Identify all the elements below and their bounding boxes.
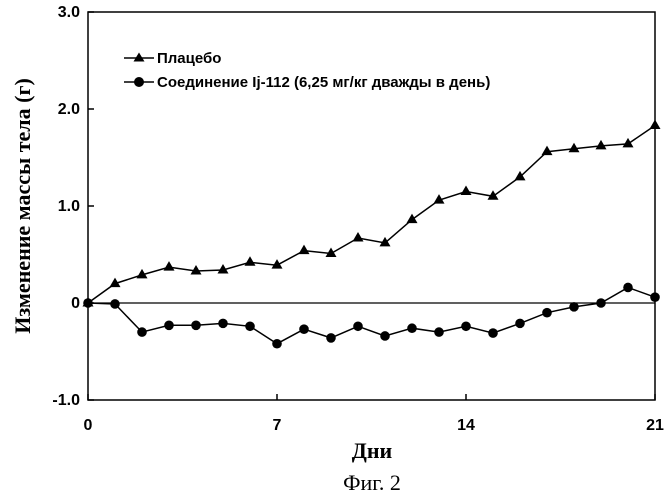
y-tick-label: 1.0: [58, 198, 80, 215]
legend-label-placebo: Плацебо: [157, 50, 221, 67]
data-point-compound: [299, 324, 309, 334]
data-point-placebo: [596, 140, 607, 150]
legend-marker-placebo: [134, 53, 145, 62]
x-tick-label: 7: [273, 417, 282, 434]
data-point-compound: [245, 321, 255, 331]
data-point-compound: [380, 331, 390, 341]
x-tick-label: 14: [457, 417, 475, 434]
data-point-compound: [137, 327, 147, 337]
figure-caption: Фиг. 2: [343, 470, 401, 495]
data-point-compound: [218, 319, 228, 329]
data-point-compound: [272, 339, 282, 349]
data-point-placebo: [650, 119, 661, 129]
data-point-compound: [569, 302, 579, 312]
data-point-placebo: [353, 232, 364, 242]
data-point-compound: [623, 283, 633, 293]
legend-label-compound: Соединение Ij-112 (6,25 мг/кг дважды в д…: [157, 74, 490, 91]
series-group: [83, 119, 661, 348]
data-point-compound: [353, 321, 363, 331]
data-point-compound: [407, 323, 417, 333]
y-tick-label: 0: [71, 295, 80, 312]
data-point-compound: [488, 328, 498, 338]
data-point-placebo: [623, 138, 634, 148]
plot-frame: [88, 12, 655, 400]
data-point-compound: [326, 333, 336, 343]
x-tick-label: 0: [84, 417, 93, 434]
data-point-compound: [461, 321, 471, 331]
data-point-placebo: [542, 146, 553, 156]
data-point-compound: [515, 319, 525, 329]
data-point-compound: [110, 299, 120, 309]
y-axis-title: Изменение массы тела (г): [10, 78, 35, 334]
y-tick-label: -1.0: [52, 392, 80, 409]
data-point-placebo: [569, 143, 580, 153]
legend: Плацебо Соединение Ij-112 (6,25 мг/кг дв…: [124, 50, 490, 91]
data-point-compound: [164, 321, 174, 331]
data-point-compound: [83, 298, 93, 308]
data-point-compound: [434, 327, 444, 337]
y-tick-label: 2.0: [58, 101, 80, 118]
y-tick-label: 3.0: [58, 4, 80, 21]
data-point-placebo: [461, 185, 472, 195]
data-point-placebo: [407, 214, 418, 224]
x-axis-title: Дни: [352, 438, 393, 463]
data-point-placebo: [299, 245, 310, 255]
data-point-placebo: [245, 256, 256, 266]
data-point-compound: [650, 292, 660, 302]
data-point-compound: [596, 298, 606, 308]
legend-marker-compound: [134, 77, 144, 87]
data-point-compound: [191, 321, 201, 331]
data-point-placebo: [326, 248, 337, 258]
data-point-placebo: [164, 261, 175, 271]
series-line-compound: [88, 288, 655, 344]
x-tick-label: 21: [646, 417, 664, 434]
data-point-compound: [542, 308, 552, 318]
